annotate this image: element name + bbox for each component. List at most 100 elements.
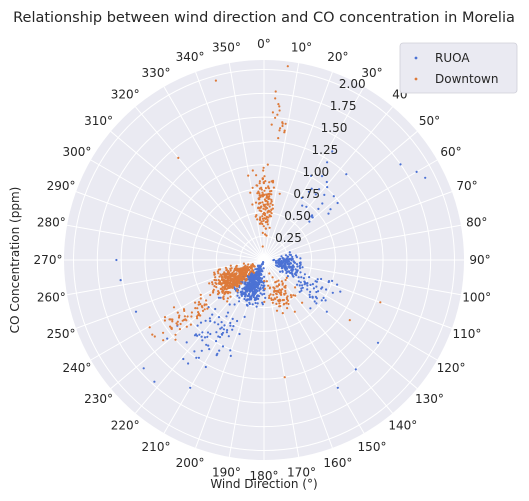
data-point — [280, 255, 282, 257]
data-point — [308, 276, 310, 278]
data-point — [222, 345, 224, 347]
data-point — [266, 280, 268, 282]
data-point — [267, 164, 269, 166]
data-point — [244, 287, 246, 289]
data-point — [274, 117, 276, 119]
data-point — [345, 173, 347, 175]
data-point — [298, 280, 300, 282]
data-point — [254, 287, 256, 289]
data-point — [251, 294, 253, 296]
data-point — [229, 325, 231, 327]
data-point — [209, 317, 211, 319]
data-point — [232, 318, 234, 320]
data-point — [218, 350, 220, 352]
data-point — [169, 326, 171, 328]
data-point — [232, 287, 234, 289]
data-point — [189, 387, 191, 389]
data-point — [287, 295, 289, 297]
data-point — [190, 315, 192, 317]
data-point — [227, 286, 229, 288]
data-point — [198, 357, 200, 359]
data-point — [194, 307, 196, 309]
data-point — [201, 339, 203, 341]
angle-tick-label: 240° — [62, 361, 91, 375]
angle-tick-label: 280° — [37, 215, 66, 229]
data-point — [283, 260, 285, 262]
data-point — [320, 278, 322, 280]
data-point — [221, 321, 223, 323]
data-point — [120, 279, 122, 281]
data-point — [182, 358, 184, 360]
data-point — [249, 289, 251, 291]
angle-tick-label: 80° — [466, 215, 487, 229]
data-point — [261, 270, 263, 272]
radial-tick-label: 1.75 — [330, 99, 357, 113]
data-point — [227, 297, 229, 299]
data-point — [272, 302, 274, 304]
data-point — [263, 293, 265, 295]
y-axis-label: CO Concentration (ppm) — [8, 187, 22, 334]
data-point — [250, 267, 252, 269]
data-point — [260, 292, 262, 294]
data-point — [278, 302, 280, 304]
data-point — [263, 167, 265, 169]
data-point — [312, 296, 314, 298]
data-point — [269, 193, 271, 195]
data-point — [263, 190, 265, 192]
data-point — [266, 207, 268, 209]
data-point — [282, 312, 284, 314]
data-point — [263, 205, 265, 207]
data-point — [246, 271, 248, 273]
data-point — [215, 331, 217, 333]
data-point — [268, 272, 270, 274]
data-point — [255, 302, 257, 304]
data-point — [279, 305, 281, 307]
data-point — [171, 318, 173, 320]
data-point — [252, 303, 254, 305]
data-point — [325, 299, 327, 301]
data-point — [261, 284, 263, 286]
data-point — [177, 157, 179, 159]
data-point — [261, 277, 263, 279]
data-point — [215, 340, 217, 342]
data-point — [186, 341, 188, 343]
data-point — [246, 278, 248, 280]
data-point — [183, 310, 185, 312]
data-point — [221, 277, 223, 279]
data-point — [262, 178, 264, 180]
data-point — [259, 180, 261, 182]
data-point — [304, 273, 306, 275]
data-point — [257, 302, 259, 304]
data-point — [286, 298, 288, 300]
data-point — [229, 292, 231, 294]
data-point — [268, 195, 270, 197]
legend-label-ruoa: RUOA — [435, 51, 470, 65]
data-point — [204, 308, 206, 310]
data-point — [266, 195, 268, 197]
data-point — [201, 350, 203, 352]
data-point — [292, 294, 294, 296]
data-point — [273, 187, 275, 189]
data-point — [234, 303, 236, 305]
data-point — [279, 299, 281, 301]
data-point — [263, 225, 265, 227]
data-point — [205, 320, 207, 322]
data-point — [259, 188, 261, 190]
data-point — [250, 283, 252, 285]
data-point — [249, 280, 251, 282]
data-point — [228, 277, 230, 279]
data-point — [264, 213, 266, 215]
data-point — [177, 321, 179, 323]
data-point — [306, 288, 308, 290]
data-point — [269, 190, 271, 192]
data-point — [237, 276, 239, 278]
data-point — [285, 279, 287, 281]
data-point — [286, 261, 288, 263]
data-point — [240, 293, 242, 295]
data-point — [236, 320, 238, 322]
data-point — [290, 262, 292, 264]
angle-tick-label: 120° — [437, 361, 466, 375]
angle-tick-label: 160° — [323, 456, 352, 470]
data-point — [234, 279, 236, 281]
data-point — [251, 203, 253, 205]
